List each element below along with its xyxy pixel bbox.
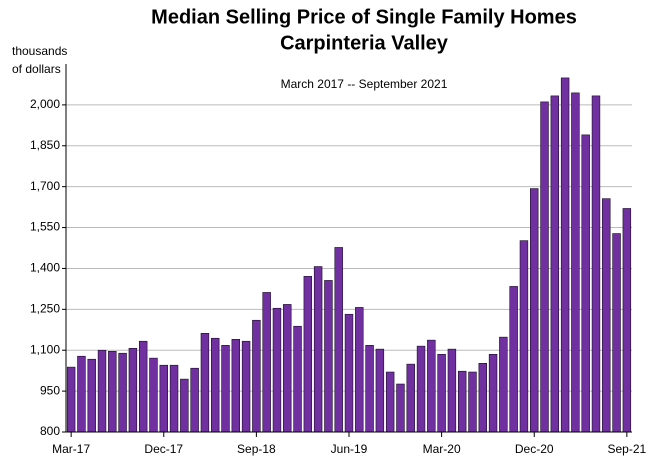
y-tick-label: 1,700 [30,179,60,193]
y-tick-label: 1,100 [30,342,60,356]
y-tick-label: 950 [40,383,60,397]
bar [355,307,364,433]
y-tick-label: 1,550 [30,220,60,234]
bar [519,240,529,433]
bar [447,348,457,433]
bar [571,92,580,433]
bar [468,371,477,433]
bar [324,280,333,433]
bar [262,292,271,433]
bar [499,336,508,433]
y-tick-label: 1,850 [30,138,60,152]
bar [591,95,601,433]
x-tick-label: Jun-19 [331,442,368,456]
bar [293,325,302,433]
bar [612,233,621,433]
bar [396,383,405,433]
bar [416,345,426,433]
bar [169,364,179,433]
chart-subtitle: Carpinteria Valley [280,32,449,54]
bar [180,378,189,433]
x-tick-label: Mar-20 [423,442,461,456]
bar [375,348,385,433]
bar [385,371,395,433]
bar [283,304,292,433]
bar [530,188,539,433]
bar [344,313,354,433]
bar [118,352,127,433]
bar [478,363,487,433]
y-tick-label: 1,400 [30,261,60,275]
bar [77,355,86,433]
bar [365,345,374,433]
bar [303,276,313,433]
bar [149,357,158,433]
bar [488,354,498,433]
bar [272,307,282,433]
x-tick-label: Dec-17 [144,442,183,456]
bar [252,319,261,433]
bar [406,363,415,433]
bar [602,198,611,433]
bar [87,358,96,433]
bar [581,134,590,433]
bar [200,333,210,433]
bar [334,247,343,433]
y-tick-label: 2,000 [30,97,60,111]
y-tick-label: 1,250 [30,302,60,316]
bar [138,340,148,433]
bar [509,286,518,433]
y-axis-label: of dollars [12,62,61,76]
bar [108,351,117,433]
bar [66,366,76,433]
bar [457,370,467,433]
y-tick-label: 800 [40,424,60,438]
bar [231,339,241,433]
bar [241,340,251,433]
bar [159,364,168,433]
bar [97,349,107,433]
bar [622,208,632,433]
y-axis-label: thousands [12,44,67,58]
bar [427,339,436,433]
bar [190,367,199,433]
bar [560,77,570,433]
bar [437,354,446,433]
bar [221,345,230,433]
bar [313,266,323,433]
x-tick-label: Sep-21 [608,442,647,456]
date-range: March 2017 -- September 2021 [281,77,448,91]
x-tick-label: Dec-20 [515,442,554,456]
bar [550,95,560,433]
chart-title: Median Selling Price of Single Family Ho… [151,6,577,28]
bar [211,337,220,433]
bar [128,348,138,433]
x-tick-label: Sep-18 [237,442,276,456]
bar [540,101,549,433]
x-tick-label: Mar-17 [52,442,90,456]
